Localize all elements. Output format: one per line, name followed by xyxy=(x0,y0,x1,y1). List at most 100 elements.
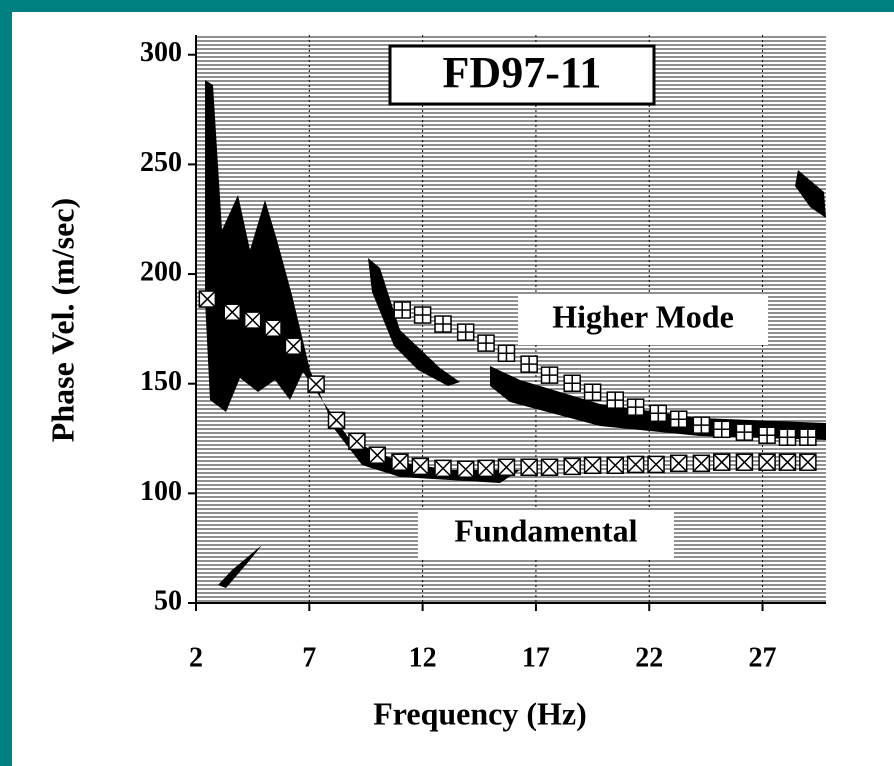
point xyxy=(583,383,602,401)
point xyxy=(264,319,282,337)
marker-glyph xyxy=(693,417,710,434)
contour xyxy=(205,80,520,483)
y-tick-label: 300 xyxy=(140,37,182,68)
point xyxy=(413,306,432,324)
y-axis-title: Phase Vel. (m/sec) xyxy=(44,198,80,442)
point xyxy=(606,391,624,409)
x-tick-label: 27 xyxy=(749,642,777,673)
point xyxy=(198,290,217,308)
point xyxy=(368,446,387,464)
y-tick-label: 200 xyxy=(140,256,182,287)
point xyxy=(391,453,409,471)
marker-glyph xyxy=(457,324,474,341)
title-box xyxy=(388,44,656,106)
marker-glyph xyxy=(391,453,409,471)
marker-glyph xyxy=(223,303,241,321)
point xyxy=(456,323,475,341)
point xyxy=(692,454,711,473)
point xyxy=(606,456,624,475)
label-box xyxy=(518,295,768,345)
point xyxy=(307,375,325,393)
point xyxy=(348,432,366,451)
marker-glyph xyxy=(713,421,730,438)
marker-glyph xyxy=(799,429,816,446)
point xyxy=(669,454,688,473)
point xyxy=(411,457,430,476)
contour xyxy=(490,366,826,440)
marker-glyph xyxy=(541,367,558,384)
point xyxy=(735,423,754,441)
point xyxy=(223,303,242,321)
chart-title: FD97-11 xyxy=(443,48,602,97)
point xyxy=(434,459,452,478)
marker-glyph xyxy=(606,456,624,474)
point xyxy=(778,453,797,471)
point xyxy=(520,355,538,373)
point xyxy=(540,458,559,477)
marker-glyph xyxy=(627,399,644,416)
marker-glyph xyxy=(758,453,776,471)
point xyxy=(284,337,303,355)
marker-glyph xyxy=(736,424,753,441)
point xyxy=(669,410,688,428)
marker-glyph xyxy=(584,384,601,401)
point xyxy=(563,374,581,393)
y-tick-label: 100 xyxy=(140,476,182,507)
point xyxy=(327,411,346,430)
marker-glyph xyxy=(435,316,452,333)
marker-glyph xyxy=(713,453,731,471)
marker-glyph xyxy=(497,458,515,476)
point xyxy=(477,459,495,478)
point xyxy=(393,301,411,319)
x-tick-label: 7 xyxy=(302,642,316,673)
point xyxy=(434,315,452,333)
contour xyxy=(368,258,460,386)
point xyxy=(626,455,645,474)
point xyxy=(520,458,538,477)
marker-glyph xyxy=(778,453,797,471)
marker-glyph xyxy=(264,319,282,337)
marker-glyph xyxy=(564,375,581,392)
point xyxy=(243,311,262,329)
point xyxy=(799,428,817,446)
marker-glyph xyxy=(520,458,538,476)
y-tick-label: 50 xyxy=(154,585,182,616)
point xyxy=(477,334,495,352)
point xyxy=(692,416,711,434)
x-tick-label: 17 xyxy=(522,642,550,673)
contour xyxy=(218,545,262,588)
marker-glyph xyxy=(478,335,495,352)
marker-glyph xyxy=(457,460,475,478)
marker-glyph xyxy=(327,411,346,429)
point xyxy=(735,453,754,471)
point xyxy=(649,404,668,423)
point xyxy=(456,460,475,478)
marker-glyph xyxy=(799,453,817,471)
marker-glyph xyxy=(198,290,216,308)
x-tick-label: 2 xyxy=(189,642,203,673)
marker-glyph xyxy=(368,446,386,464)
marker-glyph xyxy=(307,375,325,393)
marker-glyph xyxy=(779,429,796,446)
point xyxy=(647,455,665,474)
y-tick-label: 150 xyxy=(140,366,182,397)
marker-glyph xyxy=(670,454,688,472)
marker-glyph xyxy=(563,457,581,475)
marker-glyph xyxy=(627,455,645,473)
contour xyxy=(795,170,826,218)
marker-glyph xyxy=(670,411,687,428)
energy-contours xyxy=(205,80,826,588)
series-label: Higher Mode xyxy=(552,298,734,334)
x-tick-label: 12 xyxy=(409,642,437,673)
point xyxy=(799,453,817,471)
marker-glyph xyxy=(394,302,411,319)
point xyxy=(713,453,731,471)
marker-glyph xyxy=(498,345,515,362)
marker-glyph xyxy=(607,392,624,409)
marker-glyph xyxy=(735,453,753,471)
point xyxy=(497,458,516,477)
marker-glyph xyxy=(650,405,667,422)
point xyxy=(540,366,559,384)
point xyxy=(497,344,516,362)
